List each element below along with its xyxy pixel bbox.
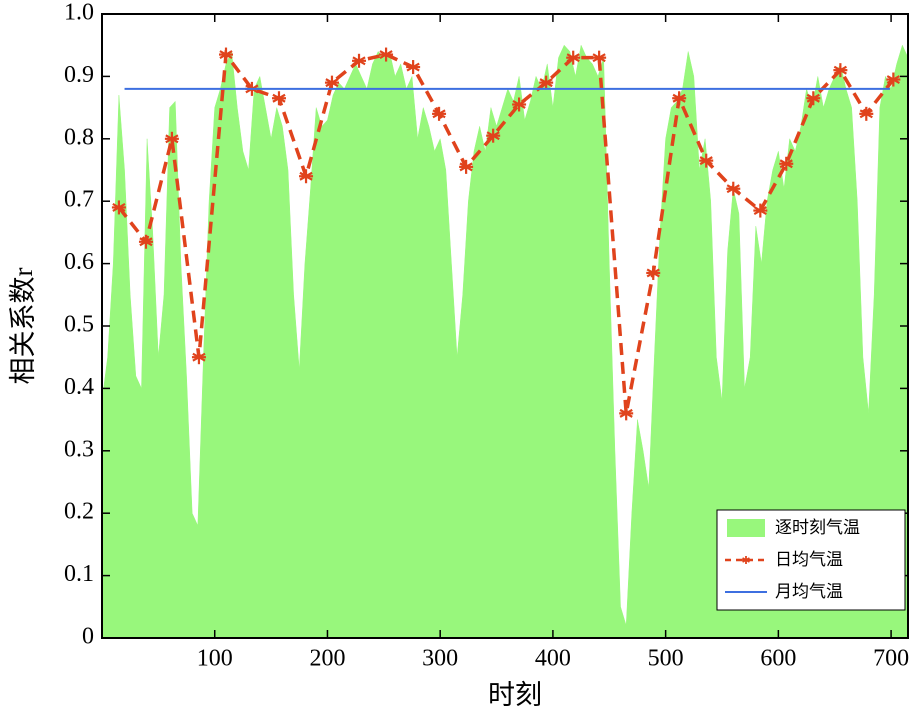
marker [646,265,661,280]
x-axis-label: 时刻 [488,680,542,710]
y-tick-label: 0.8 [64,124,94,150]
marker [432,106,447,121]
marker [753,203,768,218]
legend-label: 日均气温 [775,550,843,570]
y-tick-label: 0.5 [64,312,94,338]
y-tick-label: 1.0 [64,0,94,26]
legend-label: 月均气温 [775,582,843,602]
marker [352,53,367,68]
marker [406,60,421,75]
marker [592,50,607,65]
marker [566,50,581,65]
legend-label: 逐时刻气温 [775,518,860,538]
marker [164,131,179,146]
marker [111,200,126,215]
y-tick-label: 0 [82,624,94,650]
y-tick-label: 0.9 [64,62,94,88]
marker [539,75,554,90]
y-tick-label: 0.7 [64,187,94,213]
marker [459,159,474,174]
y-tick-label: 0.6 [64,249,94,275]
y-tick-label: 0.1 [64,561,94,587]
marker [833,63,848,78]
marker [886,72,901,87]
marker [859,106,874,121]
y-tick-label: 0.2 [64,499,94,525]
x-tick-label: 200 [309,646,345,672]
marker [806,91,821,106]
marker [379,47,394,62]
y-tick-label: 0.4 [64,374,94,400]
y-tick-label: 0.3 [64,436,94,462]
marker [299,169,314,184]
legend-marker [742,556,750,564]
legend-swatch [727,519,765,537]
x-tick-label: 400 [535,646,571,672]
y-axis-label: 相关系数r [8,268,38,385]
marker [619,406,634,421]
marker [219,47,233,62]
marker [271,91,286,106]
marker [512,97,527,112]
x-tick-label: 100 [197,646,233,672]
marker [779,156,794,171]
x-tick-label: 700 [873,646,909,672]
x-tick-label: 600 [760,646,796,672]
daily-line [117,49,895,414]
marker [191,350,206,365]
x-tick-label: 300 [422,646,458,672]
marker [672,91,687,106]
marker [486,128,501,143]
marker [138,234,153,249]
marker [699,153,714,168]
marker [324,75,339,90]
x-tick-label: 500 [648,646,684,672]
marker [726,181,741,196]
